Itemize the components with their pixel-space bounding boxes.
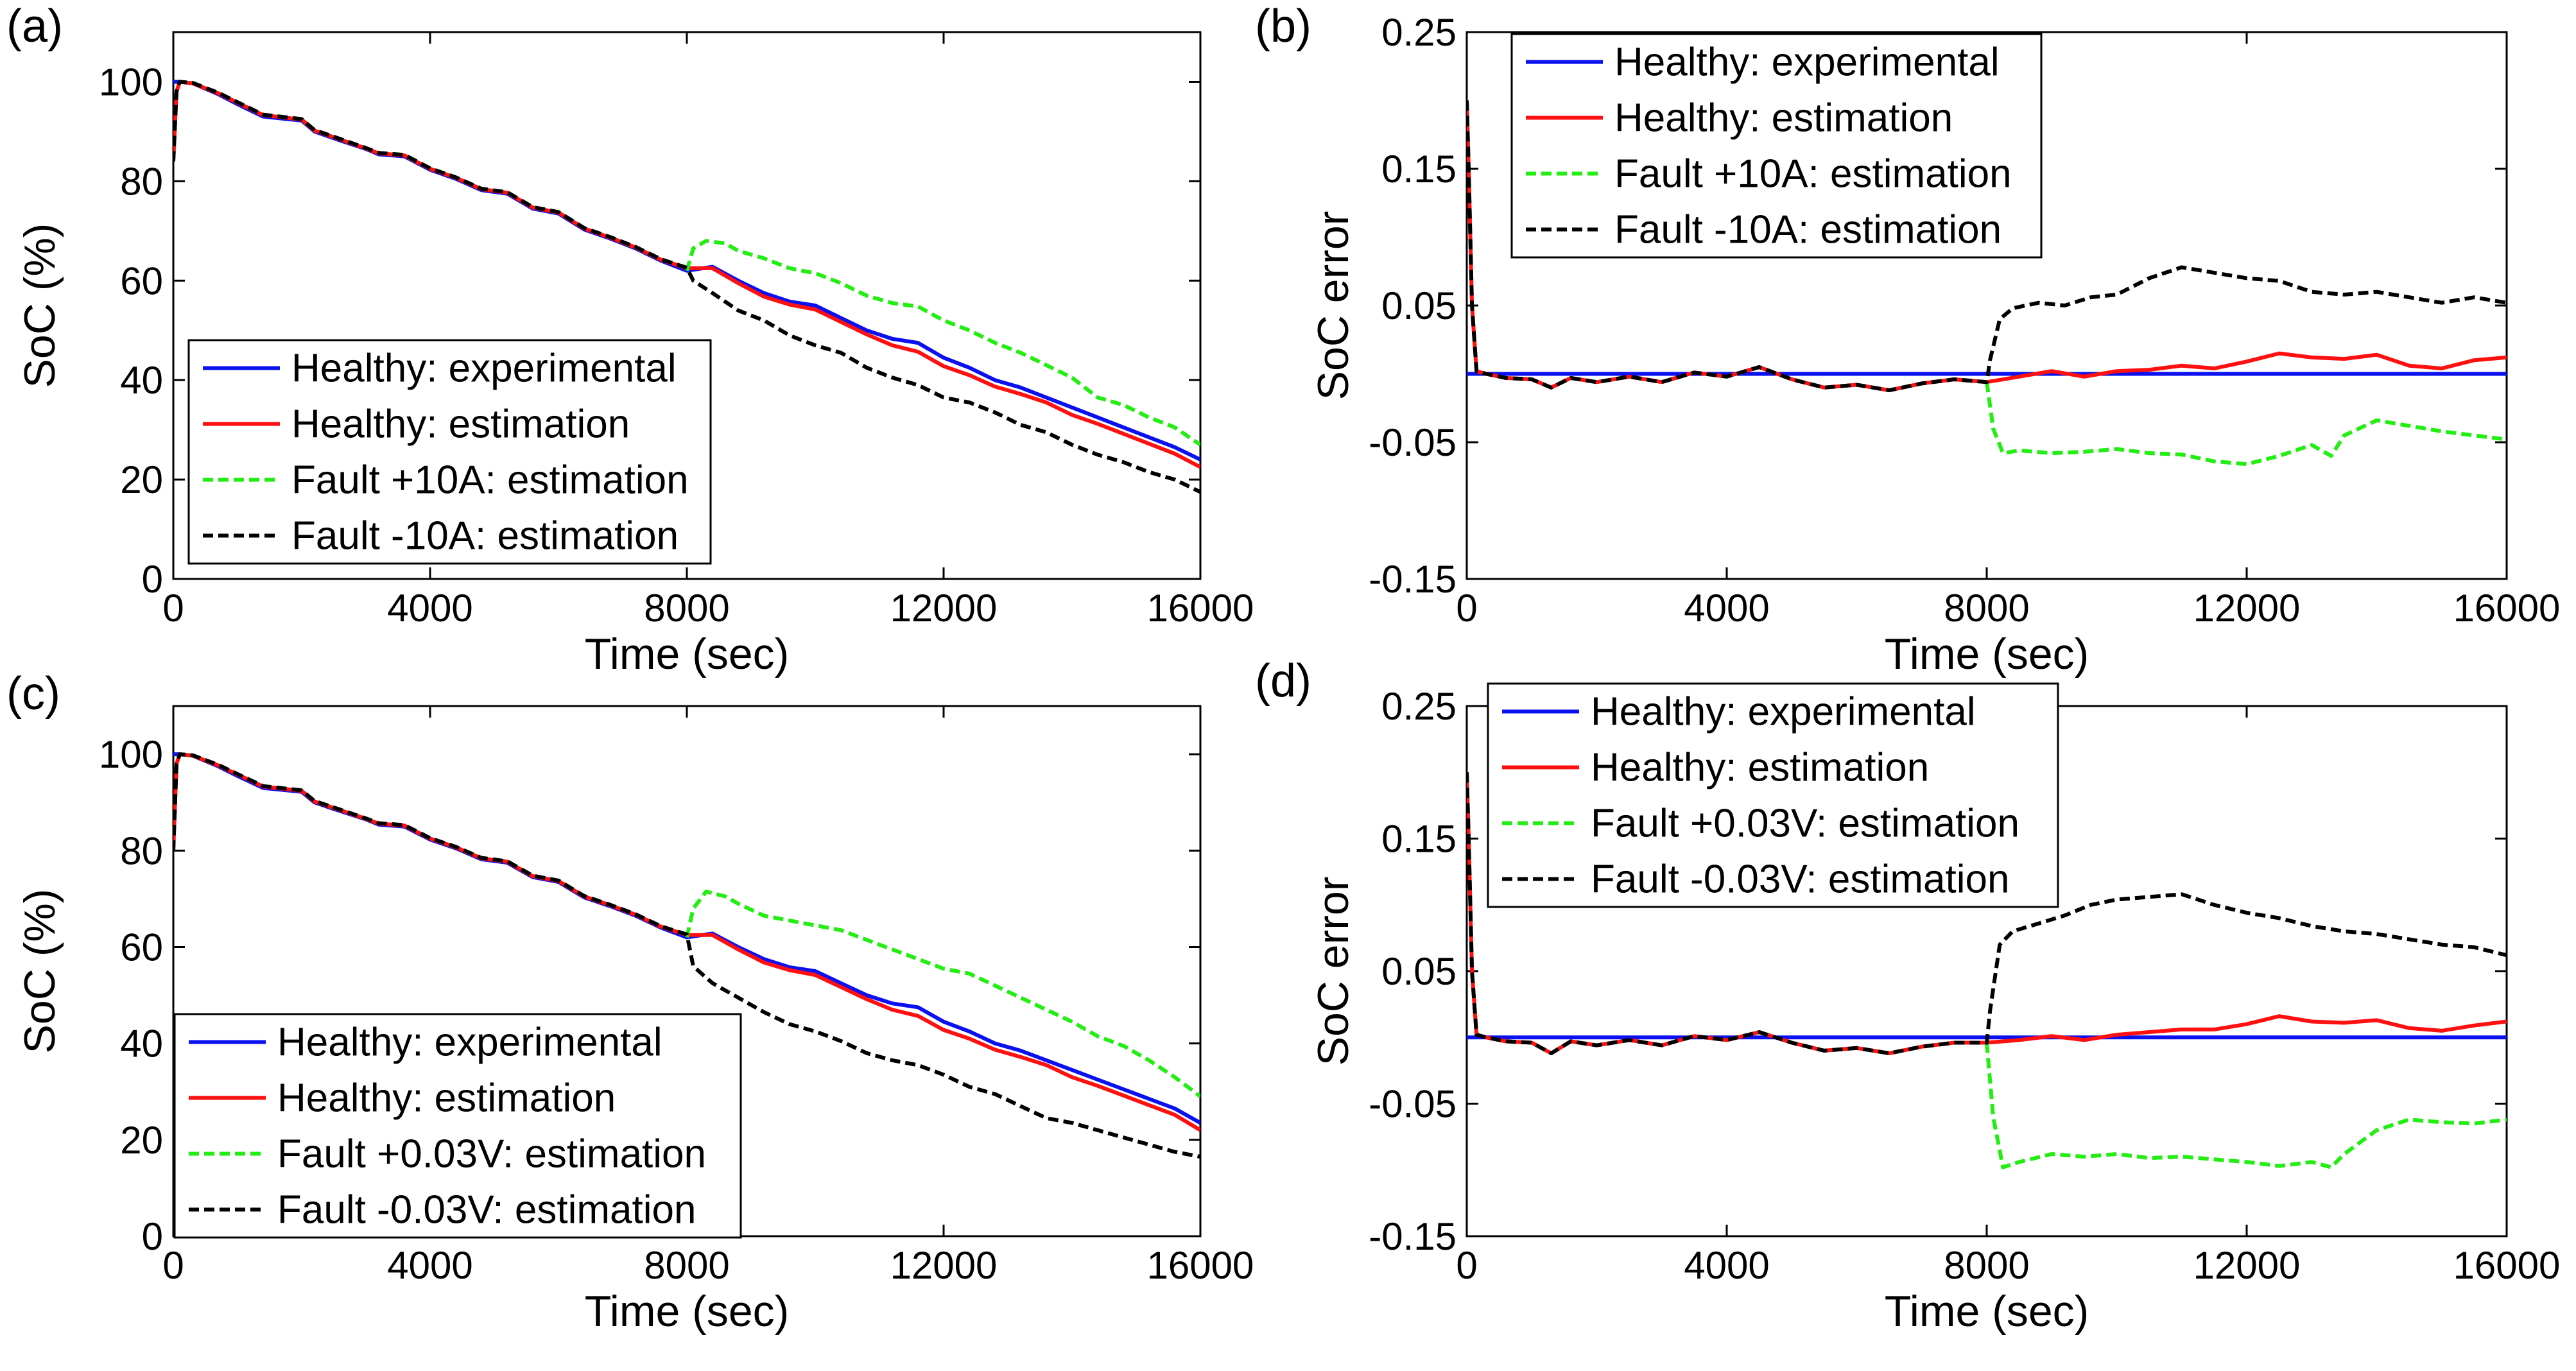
x-tick-label: 12000 [890,587,998,630]
legend-box [173,1013,742,1239]
y-tick-label: -0.15 [1369,1215,1457,1258]
y-axis-label: SoC error [1309,877,1358,1066]
legend-label: Healthy: experimental [1614,40,2000,85]
x-tick-label: 0 [162,587,184,630]
legend-label: Healthy: estimation [277,1076,616,1121]
chart-panel-2: 0 4000 8000 12000 16000 0 20 40 60 80 100 Time (sec… [6,668,1254,1336]
series-line-healthy-estimation [1467,772,2507,1055]
legend-box [1510,33,2043,259]
x-tick-label: 0 [1456,1244,1477,1287]
legend-label: Fault +0.03V: estimation [1591,802,2019,846]
x-tick-label: 4000 [387,587,472,630]
panel-label: (d) [1255,655,1311,707]
series-line-fault-0-03v-estimation [1467,772,2507,1055]
y-tick-label: -0.05 [1369,1083,1457,1126]
y-tick-label: 20 [120,1119,163,1162]
panel-label: (a) [6,1,63,52]
y-axis-label: SoC (%) [15,889,64,1054]
y-tick-label: 0.15 [1381,148,1457,191]
legend-label: Fault +0.03V: estimation [277,1132,706,1177]
series-group [173,80,1200,494]
x-tick-label: 4000 [1684,1244,1769,1287]
y-tick-label: -0.05 [1369,421,1457,464]
legend-box [187,339,712,565]
y-tick-label: 80 [120,829,163,872]
y-tick-label: 60 [120,259,163,302]
series-line-fault-0-03v-estimation [1985,1042,2507,1169]
series-group [1467,772,2507,1169]
x-tick-label: 4000 [1684,587,1769,630]
x-axis-label: Time (sec) [585,630,790,678]
y-tick-label: 0.25 [1381,11,1457,54]
y-tick-label: 80 [120,160,163,203]
y-axis-label: SoC (%) [15,223,64,388]
series-line-healthy-estimation [173,752,1200,1132]
legend-label: Healthy: experimental [1591,690,1976,734]
legend-label: Healthy: estimation [1591,746,1929,790]
y-tick-label: 0 [142,1215,163,1258]
x-tick-label: 12000 [2193,587,2301,630]
series-line-fault-0-03v-estimation [685,890,1200,1098]
legend: Healthy: experimental Healthy: estimation… [1510,33,2043,259]
x-tick-label: 16000 [1147,1244,1254,1287]
x-tick-label: 12000 [2193,1244,2301,1287]
panel-label: (b) [1255,1,1311,52]
legend-label: Fault -0.03V: estimation [1591,858,2009,902]
legend-label: Healthy: estimation [1614,96,1953,141]
legend-label: Healthy: experimental [277,1021,662,1065]
x-tick-label: 0 [1456,587,1477,630]
series-group [1467,100,2507,467]
series-line-fault-10a-estimation [1985,381,2507,467]
y-tick-label: 0.25 [1381,685,1457,728]
y-tick-label: 40 [120,359,163,402]
x-tick-label: 8000 [644,1244,729,1287]
x-axis-label: Time (sec) [1885,630,2089,678]
x-tick-label: 12000 [890,1244,998,1287]
legend-label: Fault +10A: estimation [1614,152,2012,196]
legend-box [1487,682,2059,908]
chart-panel-3: 0 4000 8000 12000 16000 -0.15 -0.05 0.05 0.15 0.2… [1255,655,2560,1336]
x-tick-label: 16000 [2453,587,2561,630]
legend: Healthy: experimental Healthy: estimation… [1487,682,2059,908]
y-tick-label: 0.05 [1381,950,1457,993]
x-tick-label: 8000 [644,587,729,630]
series-line-fault-10a-estimation [173,80,1200,494]
x-tick-label: 8000 [1944,1244,2029,1287]
legend-label: Healthy: estimation [291,402,630,447]
y-tick-label: 0.15 [1381,818,1457,861]
x-tick-label: 8000 [1944,587,2029,630]
y-axis-label: SoC error [1309,211,1358,401]
series-line-fault-10a-estimation [685,239,1200,447]
x-tick-label: 16000 [2453,1244,2561,1287]
x-tick-label: 16000 [1147,587,1254,630]
legend-label: Fault -0.03V: estimation [277,1188,696,1232]
y-tick-label: 0.05 [1381,284,1457,327]
chart-panel-1: 0 4000 8000 12000 16000 -0.15 -0.05 0.05 0.15 0.2… [1255,1,2560,678]
legend: Healthy: experimental Healthy: estimation… [173,1013,742,1239]
legend-label: Healthy: experimental [291,347,677,391]
legend-label: Fault -10A: estimation [1614,208,2001,252]
chart-panel-0: 0 4000 8000 12000 16000 0 20 40 60 80 100 Time (sec… [6,1,1254,678]
y-tick-label: 100 [99,60,163,103]
series-line-fault-0-03v-estimation [173,752,1200,1159]
x-tick-label: 0 [162,1244,184,1287]
legend-label: Fault -10A: estimation [291,514,679,558]
y-tick-label: 60 [120,926,163,969]
panel-label: (c) [6,668,60,720]
legend: Healthy: experimental Healthy: estimation… [187,339,712,565]
y-tick-label: 0 [142,558,163,601]
series-group [173,752,1200,1159]
x-axis-label: Time (sec) [585,1287,790,1336]
legend-label: Fault +10A: estimation [291,458,689,503]
x-axis-label: Time (sec) [1885,1287,2089,1336]
y-tick-label: 20 [120,458,163,501]
y-tick-label: 100 [99,733,163,776]
y-tick-label: 40 [120,1022,163,1065]
y-tick-label: -0.15 [1369,558,1457,601]
x-tick-label: 4000 [387,1244,472,1287]
series-line-fault-10a-estimation [1467,100,2507,393]
